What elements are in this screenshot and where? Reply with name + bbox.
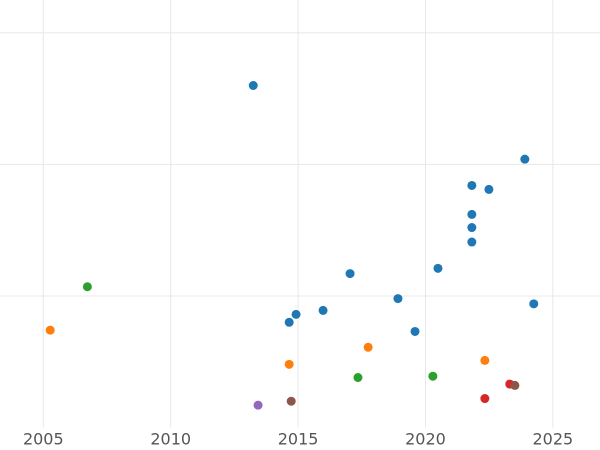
- point: [353, 373, 363, 383]
- point: [45, 325, 55, 335]
- point: [529, 299, 539, 309]
- point: [284, 359, 294, 369]
- point: [480, 355, 490, 365]
- point: [467, 223, 477, 233]
- x-tick-label: 2020: [405, 430, 446, 449]
- point: [318, 305, 328, 315]
- point: [286, 396, 296, 406]
- point: [410, 326, 420, 336]
- point: [484, 184, 494, 194]
- x-tick-label: 2005: [23, 430, 64, 449]
- point: [480, 394, 490, 404]
- x-tick-label: 2025: [533, 430, 574, 449]
- point: [467, 180, 477, 190]
- point: [467, 237, 477, 247]
- point: [393, 294, 403, 304]
- point: [433, 263, 443, 273]
- point: [363, 342, 373, 352]
- point: [467, 209, 477, 219]
- point: [284, 317, 294, 327]
- x-tick-label: 2015: [278, 430, 319, 449]
- point: [253, 400, 263, 410]
- point: [428, 371, 438, 381]
- point: [248, 81, 258, 90]
- point: [82, 282, 92, 292]
- x-tick-label: 2010: [150, 430, 191, 449]
- point: [345, 269, 355, 279]
- point: [291, 309, 301, 319]
- point: [510, 380, 520, 390]
- point: [520, 154, 530, 164]
